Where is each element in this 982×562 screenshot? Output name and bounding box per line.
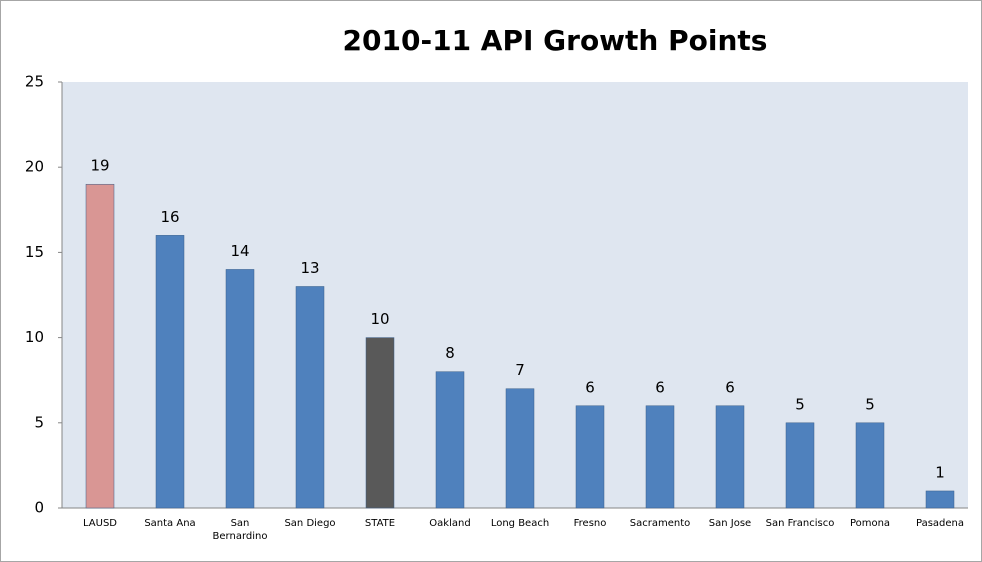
x-tick-label: Fresno [573,518,607,529]
x-tick-label: San Diego [284,518,336,529]
y-tick-label: 0 [34,499,44,517]
x-tick-label: Long Beach [490,518,550,529]
bar [925,490,955,509]
bar [295,286,325,509]
x-tick-label: San Francisco [765,518,835,529]
bar [225,269,255,509]
bar [505,388,535,509]
bar [645,405,675,509]
data-label: 19 [90,157,109,175]
data-label: 5 [865,395,875,413]
bar [575,405,605,509]
y-tick-label: 20 [25,158,44,176]
x-tick-label: Oakland [429,518,471,529]
data-label: 16 [160,208,179,226]
data-label: 14 [230,242,249,260]
data-label: 13 [300,259,319,277]
data-label: 7 [515,361,525,379]
x-tick-label: San Jose [708,518,752,529]
data-label: 1 [935,463,945,481]
bar [435,371,465,509]
data-label: 5 [795,395,805,413]
data-label: 6 [585,378,595,396]
bar [155,235,185,509]
x-tick-label: LAUSD [82,518,117,529]
y-tick-label: 10 [25,328,44,346]
x-tick-label: Pasadena [915,518,964,529]
data-label: 6 [655,378,665,396]
bar [365,337,395,509]
bar [785,422,815,509]
x-tick-label: Santa Ana [144,518,196,529]
y-tick-label: 25 [25,73,44,91]
data-label: 10 [370,310,389,328]
data-label: 8 [445,344,455,362]
bar [715,405,745,509]
bar [85,183,115,509]
x-tick-label: Pomona [849,518,891,529]
x-tick-label: San Bernardino [212,518,268,542]
data-label: 6 [725,378,735,396]
y-tick-label: 15 [25,243,44,261]
y-tick-label: 5 [34,413,44,431]
chart-title: 2010-11 API Growth Points [343,24,768,57]
bar [855,422,885,509]
x-tick-label: Sacramento [629,518,691,529]
x-tick-label: STATE [364,518,396,529]
